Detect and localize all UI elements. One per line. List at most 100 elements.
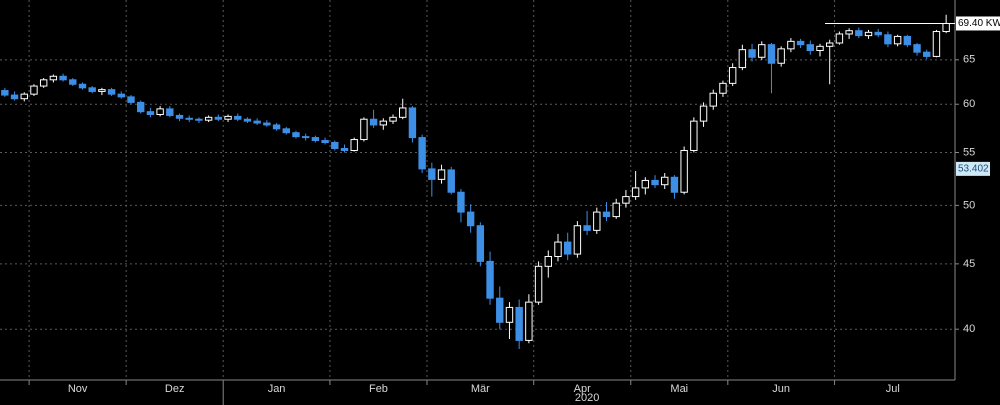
candle-body — [593, 211, 601, 231]
candle-body — [767, 44, 776, 64]
candle-body — [913, 44, 921, 53]
candle-body — [680, 149, 688, 193]
y-tick-label: 45 — [963, 258, 975, 270]
candle-body — [748, 49, 756, 58]
candle-body — [10, 94, 19, 100]
candle-body — [825, 42, 834, 47]
candle-body — [272, 124, 281, 130]
candle-body — [98, 89, 106, 92]
level-label: 53.402 — [958, 164, 989, 175]
candle-body — [816, 45, 824, 52]
candle-body — [661, 176, 669, 186]
candle-body — [311, 137, 320, 142]
candle-body — [408, 107, 417, 139]
candle-body — [185, 117, 193, 120]
candle-body — [651, 179, 659, 186]
candle-body — [437, 169, 446, 180]
candle-body — [690, 120, 698, 151]
candle-body — [234, 115, 242, 120]
x-tick-label: Jan — [268, 383, 286, 395]
candle-body — [932, 31, 941, 57]
candle-body — [583, 225, 591, 231]
candle-body — [389, 116, 397, 122]
candle-body — [544, 255, 552, 267]
candle-body — [796, 40, 805, 46]
candle-body — [59, 75, 67, 81]
x-tick-label: Feb — [369, 383, 388, 395]
x-tick-label: Mär — [471, 383, 490, 395]
candle-body — [845, 30, 853, 35]
candle-body — [292, 132, 300, 138]
candle-body — [331, 142, 339, 149]
candle-body — [777, 48, 785, 64]
candle-body — [525, 301, 533, 341]
candle-body — [156, 108, 164, 115]
year-label: 2020 — [575, 392, 599, 404]
candle-body — [428, 168, 436, 180]
candle-body — [496, 297, 504, 323]
candle-body — [622, 196, 630, 204]
candle-body — [263, 122, 271, 126]
x-tick-label: Nov — [68, 383, 88, 395]
candle-body — [515, 306, 523, 341]
y-tick-label: 50 — [963, 199, 975, 211]
candle-body — [253, 120, 261, 124]
candle-body — [418, 137, 426, 170]
candle-body — [282, 128, 290, 134]
y-tick-label: 65 — [963, 54, 975, 66]
candle-body — [903, 35, 912, 46]
candle-body — [1, 90, 9, 96]
candle-body — [88, 87, 96, 92]
x-tick-label: Jun — [772, 383, 790, 395]
candle-body — [563, 241, 572, 255]
candle-body — [864, 31, 873, 37]
candle-body — [758, 44, 766, 58]
candle-body — [117, 93, 126, 98]
candle-body — [631, 187, 640, 198]
candle-body — [146, 111, 155, 115]
candle-body — [340, 147, 349, 151]
y-tick-label: 40 — [963, 323, 975, 335]
candle-body — [369, 118, 378, 126]
candle-body — [350, 139, 358, 151]
last-price-box — [956, 16, 1000, 31]
candle-body — [874, 31, 882, 36]
candle-body — [243, 118, 252, 122]
candle-body — [321, 140, 329, 144]
candle-body — [709, 92, 717, 107]
candle-body — [835, 33, 844, 44]
candle-body — [738, 49, 747, 69]
candle-body — [39, 79, 48, 87]
candle-body — [641, 179, 650, 189]
candle-body — [486, 260, 494, 299]
candle-body — [719, 82, 727, 94]
candle-body — [127, 96, 135, 103]
candle-body — [447, 169, 455, 193]
candle-body — [195, 118, 203, 121]
candle-body — [787, 40, 795, 50]
candle-body — [457, 191, 465, 213]
candle-body — [360, 118, 368, 141]
candle-body — [554, 241, 562, 257]
x-tick-label: Dez — [165, 383, 185, 395]
candle-body — [670, 176, 679, 193]
candle-body — [612, 202, 620, 218]
level-box — [956, 161, 990, 176]
x-tick-label: Apr — [574, 383, 591, 395]
candle-body — [728, 67, 737, 84]
candle-body — [69, 79, 77, 85]
x-tick-label: Jul — [886, 383, 900, 395]
candle-body — [224, 115, 232, 120]
candle-body — [204, 116, 213, 121]
candle-body — [855, 30, 863, 37]
candle-body — [399, 107, 407, 118]
last-price-label: 69.40 KWN — [958, 18, 1000, 29]
candle-body — [573, 225, 582, 255]
x-tick-label: Mai — [670, 383, 688, 395]
candle-body — [78, 83, 87, 89]
candle-body — [20, 93, 28, 100]
candle-body — [379, 120, 388, 126]
